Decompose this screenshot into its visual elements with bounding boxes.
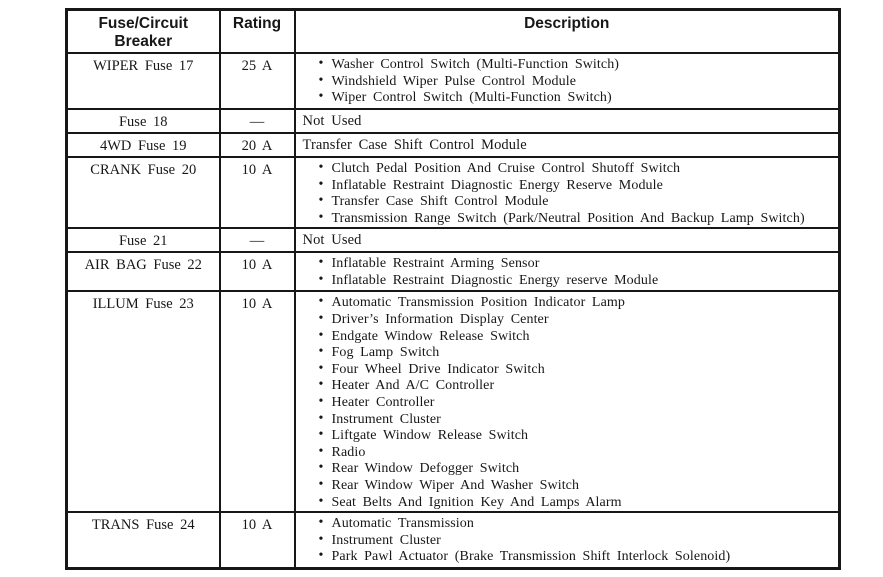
description-item: Heater Controller: [297, 394, 835, 412]
description-item: Wiper Control Switch (Multi-Function Swi…: [297, 89, 835, 107]
table-row-crank-fuse-20: CRANK Fuse 20 10 A Clutch Pedal Position…: [65, 155, 841, 230]
description-item: Windshield Wiper Pulse Control Module: [297, 73, 835, 91]
rating-cell: 10 A: [218, 511, 296, 570]
rating-cell: 10 A: [218, 251, 296, 293]
fuse-cell: 4WD Fuse 19: [65, 132, 221, 158]
fuse-cell: Fuse 18: [65, 108, 221, 134]
description-item: Instrument Cluster: [297, 532, 835, 550]
description-item: Driver’s Information Display Center: [297, 311, 835, 329]
table-row-fuse-18: Fuse 18 — Not Used: [65, 108, 841, 134]
rating-cell: 10 A: [218, 155, 296, 230]
fuse-cell: ILLUM Fuse 23: [65, 290, 221, 514]
header-description: Description: [293, 8, 841, 54]
table-row-illum-fuse-23: ILLUM Fuse 23 10 A Automatic Transmissio…: [65, 290, 841, 514]
description-cell: Automatic Transmission Position Indicato…: [293, 290, 841, 514]
description-cell: Not Used: [293, 108, 841, 134]
description-cell: Washer Control Switch (Multi-Function Sw…: [293, 52, 841, 110]
description-item: Automatic Transmission: [297, 515, 835, 533]
description-item: Instrument Cluster: [297, 411, 835, 429]
description-cell: Automatic Transmission Instrument Cluste…: [293, 511, 841, 570]
rating-cell: —: [218, 108, 296, 134]
rating-cell: 20 A: [218, 132, 296, 158]
table-row-wiper-fuse-17: WIPER Fuse 17 25 A Washer Control Switch…: [65, 52, 841, 110]
description-item: Inflatable Restraint Diagnostic Energy R…: [297, 177, 835, 195]
description-item: Automatic Transmission Position Indicato…: [297, 294, 835, 312]
description-item: Rear Window Defogger Switch: [297, 460, 835, 478]
description-item: Washer Control Switch (Multi-Function Sw…: [297, 56, 835, 74]
fuse-cell: Fuse 21: [65, 227, 221, 254]
fuse-cell: AIR BAG Fuse 22: [65, 251, 221, 293]
description-item: Seat Belts And Ignition Key And Lamps Al…: [297, 494, 835, 511]
rating-cell: 10 A: [218, 290, 296, 514]
description-cell: Clutch Pedal Position And Cruise Control…: [293, 155, 841, 230]
table-row-trans-fuse-24: TRANS Fuse 24 10 A Automatic Transmissio…: [65, 511, 841, 570]
description-item: Rear Window Wiper And Washer Switch: [297, 477, 835, 495]
table-header-row: Fuse/Circuit Breaker Rating Description: [65, 8, 841, 54]
description-item: Inflatable Restraint Arming Sensor: [297, 255, 835, 273]
description-cell: Inflatable Restraint Arming Sensor Infla…: [293, 251, 841, 293]
rating-cell: —: [218, 227, 296, 254]
description-item: Endgate Window Release Switch: [297, 328, 835, 346]
description-cell: Transfer Case Shift Control Module: [293, 132, 841, 158]
description-cell: Not Used: [293, 227, 841, 254]
header-rating: Rating: [218, 8, 296, 54]
description-item: Fog Lamp Switch: [297, 344, 835, 362]
header-fuse-circuit-breaker: Fuse/Circuit Breaker: [65, 8, 221, 54]
description-item: Park Pawl Actuator (Brake Transmission S…: [297, 548, 835, 566]
description-item: Liftgate Window Release Switch: [297, 427, 835, 445]
description-item: Inflatable Restraint Diagnostic Energy r…: [297, 272, 835, 289]
description-item: Radio: [297, 444, 835, 462]
description-item: Four Wheel Drive Indicator Switch: [297, 361, 835, 379]
description-item: Transmission Range Switch (Park/Neutral …: [297, 210, 835, 227]
fuse-cell: WIPER Fuse 17: [65, 52, 221, 110]
fuse-table: Fuse/Circuit Breaker Rating Description …: [65, 8, 841, 570]
description-item: Heater And A/C Controller: [297, 377, 835, 395]
description-item: Transfer Case Shift Control Module: [297, 193, 835, 211]
table-row-fuse-21: Fuse 21 — Not Used: [65, 227, 841, 254]
fuse-cell: TRANS Fuse 24: [65, 511, 221, 570]
table-row-air-bag-fuse-22: AIR BAG Fuse 22 10 A Inflatable Restrain…: [65, 251, 841, 293]
fuse-cell: CRANK Fuse 20: [65, 155, 221, 230]
rating-cell: 25 A: [218, 52, 296, 110]
table-row-4wd-fuse-19: 4WD Fuse 19 20 A Transfer Case Shift Con…: [65, 132, 841, 158]
description-item: Clutch Pedal Position And Cruise Control…: [297, 160, 835, 178]
